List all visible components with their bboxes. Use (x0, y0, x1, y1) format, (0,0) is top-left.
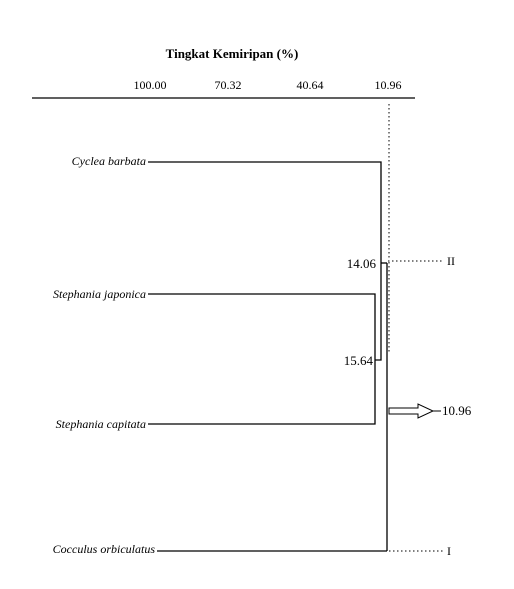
axis-tick-label: 100.00 (134, 78, 167, 92)
node-label-middle: 14.06 (347, 256, 377, 271)
axis-tick-label: 10.96 (375, 78, 402, 92)
leaf-label: Stephania capitata (56, 417, 146, 431)
axis-tick-label: 70.32 (215, 78, 242, 92)
branch-stephania-japonica (148, 293, 376, 360)
branch-stephania-capitata (148, 360, 376, 425)
root-value-label: 10.96 (442, 403, 472, 418)
axis-tick-label: 40.64 (297, 78, 324, 92)
axis-title: Tingkat Kemiripan (%) (166, 46, 299, 61)
branch-cyclea-barbata (148, 161, 382, 263)
leaf-label: Cyclea barbata (72, 154, 146, 168)
leaf-label: Stephania japonica (53, 287, 146, 301)
node-connector-inner (375, 263, 382, 361)
arrow-icon (388, 403, 441, 419)
node-label-inner: 15.64 (344, 353, 374, 368)
leaf-label: Cocculus orbiculatus (53, 542, 156, 556)
group-label: I (447, 544, 451, 558)
group-label: II (447, 254, 455, 268)
